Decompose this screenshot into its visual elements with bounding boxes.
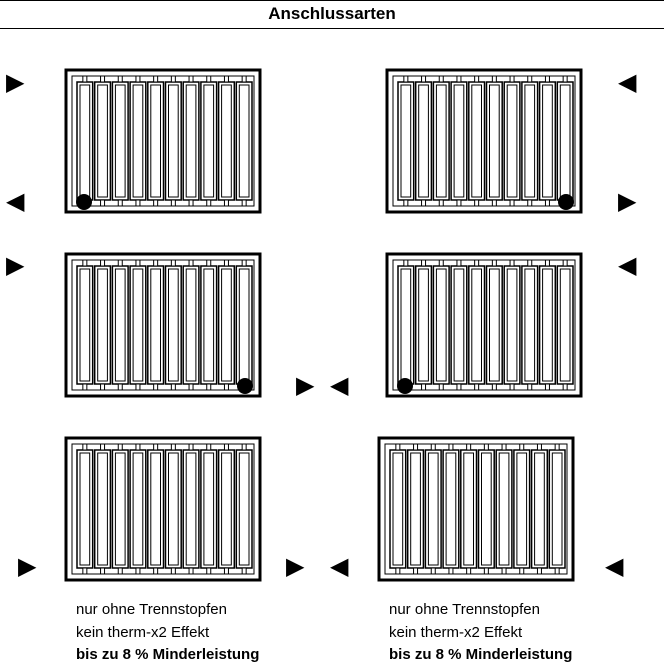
flow-out-arrow-icon <box>330 374 348 398</box>
flow-out-arrow-icon <box>6 190 24 214</box>
page-title: Anschlussarten <box>0 0 664 29</box>
caption-line: bis zu 8 % Minderleistung <box>389 644 572 667</box>
diagram-caption: nur ohne Trennstopfenkein therm-x2 Effek… <box>389 599 572 667</box>
diagram-caption: nur ohne Trennstopfenkein therm-x2 Effek… <box>76 599 259 667</box>
connection-diagram-grid: nur ohne Trennstopfenkein therm-x2 Effek… <box>0 29 664 659</box>
radiator-icon <box>63 251 263 399</box>
radiator-icon <box>384 251 584 399</box>
flow-out-arrow-icon <box>618 254 636 278</box>
caption-line: kein therm-x2 Effekt <box>76 622 259 645</box>
flow-out-arrow-icon <box>605 555 623 579</box>
flow-out-arrow-icon <box>618 71 636 95</box>
flow-in-arrow-icon <box>18 555 36 579</box>
radiator-icon <box>63 435 263 583</box>
flow-out-arrow-icon <box>330 555 348 579</box>
caption-line: kein therm-x2 Effekt <box>389 622 572 645</box>
flow-in-arrow-icon <box>618 190 636 214</box>
radiator-icon <box>376 435 576 583</box>
radiator-icon <box>63 67 263 215</box>
flow-in-arrow-icon <box>6 254 24 278</box>
flow-in-arrow-icon <box>286 555 304 579</box>
flow-in-arrow-icon <box>6 71 24 95</box>
caption-line: nur ohne Trennstopfen <box>76 599 259 622</box>
caption-line: nur ohne Trennstopfen <box>389 599 572 622</box>
radiator-icon <box>384 67 584 215</box>
caption-line: bis zu 8 % Minderleistung <box>76 644 259 667</box>
flow-in-arrow-icon <box>296 374 314 398</box>
